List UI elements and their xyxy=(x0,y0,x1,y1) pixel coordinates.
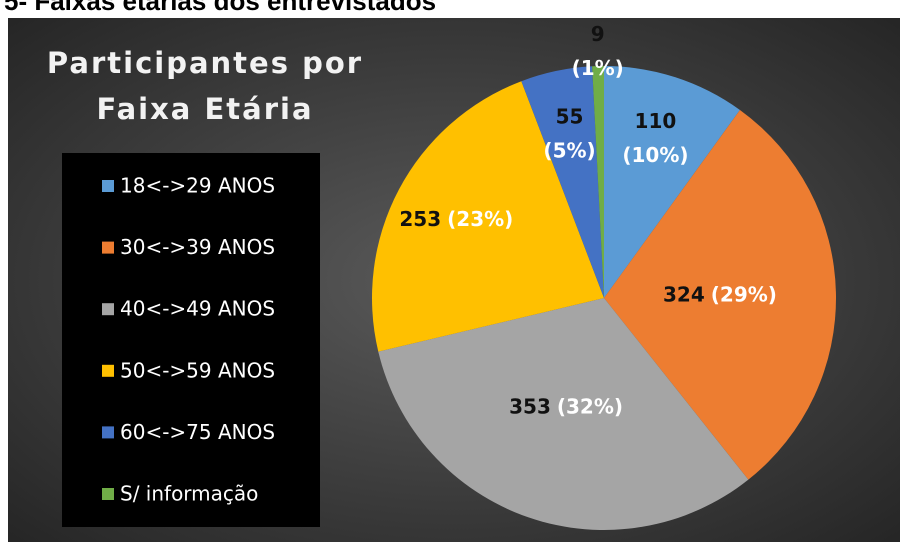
pie-slice xyxy=(372,81,604,352)
slice-value: 253 xyxy=(399,206,441,230)
slice-value: 110 xyxy=(635,109,677,133)
slice-value: 9 xyxy=(591,22,605,46)
legend-swatch xyxy=(102,364,114,377)
chart-title: Participantes por Faixa Etária xyxy=(46,46,364,126)
slice-label: 9 (1%) xyxy=(572,22,624,80)
legend-label: 60<->75 ANOS xyxy=(120,420,275,444)
legend-swatch xyxy=(102,180,114,192)
slice-percent: (29%) xyxy=(711,282,777,306)
slice-label: 324 (29%) xyxy=(663,282,777,306)
pie-slice xyxy=(378,298,749,530)
legend-swatch xyxy=(102,303,114,316)
slice-value: 324 xyxy=(663,282,705,306)
legend-label: 50<->59 ANOS xyxy=(120,358,275,382)
legend-label: S/ informação xyxy=(120,482,258,506)
slice-label: 253 (23%) xyxy=(399,206,513,230)
pie-slice xyxy=(592,66,604,298)
slice-label: 55 (5%) xyxy=(543,104,595,162)
pie-slice xyxy=(521,66,604,298)
slice-percent: (32%) xyxy=(557,394,623,418)
legend-swatch xyxy=(102,488,114,500)
legend-label: 18<->29 ANOS xyxy=(120,174,275,198)
slice-percent: (1%) xyxy=(572,56,624,80)
legend-label: 30<->39 ANOS xyxy=(120,235,275,259)
legend-swatch xyxy=(102,241,114,254)
slice-percent: (10%) xyxy=(622,143,688,167)
legend-swatch xyxy=(102,426,114,439)
page-heading: 5- Faixas etárias dos entrevistados xyxy=(4,0,437,16)
pie-slice xyxy=(604,109,836,480)
slice-value: 353 xyxy=(509,394,551,418)
slice-percent: (23%) xyxy=(447,206,513,230)
slice-label: 110 (10%) xyxy=(622,109,688,167)
legend-box xyxy=(62,153,320,527)
legend-label: 40<->49 ANOS xyxy=(120,297,275,321)
slice-value: 55 xyxy=(556,104,584,128)
slice-percent: (5%) xyxy=(543,138,595,162)
pie-slice xyxy=(604,66,740,298)
slice-label: 353 (32%) xyxy=(509,394,623,418)
